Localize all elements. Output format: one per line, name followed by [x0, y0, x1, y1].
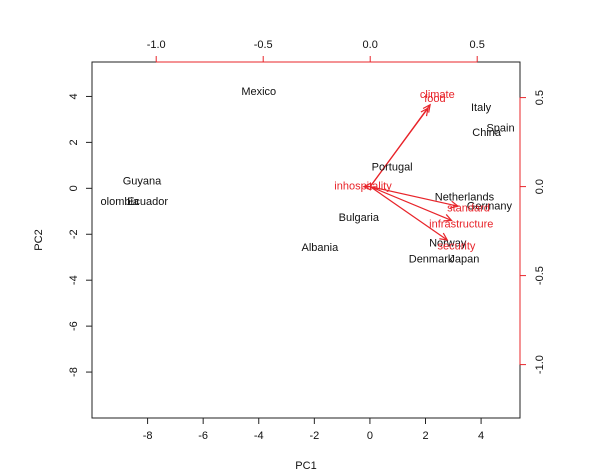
- right-axis: -1.0 -0.5 0.0 0.5: [519, 90, 546, 374]
- x-axis-title: PC1: [295, 460, 316, 472]
- observation-label: Guyana: [123, 175, 162, 187]
- right-tick-label: -0.5: [534, 266, 546, 285]
- right-tick-label: 0.5: [534, 90, 546, 105]
- right-tick-label: -1.0: [534, 355, 546, 374]
- y-tick-label: -6: [68, 321, 80, 331]
- observation-label: Bulgaria: [339, 212, 380, 224]
- loading-label: food: [424, 93, 445, 105]
- observation-label: Germany: [467, 201, 513, 213]
- x-tick-label: -4: [254, 430, 264, 442]
- top-tick-label: -0.5: [254, 39, 273, 51]
- loading-label: climate: [420, 89, 455, 101]
- x-tick-label: -8: [143, 430, 153, 442]
- y-tick-label: 0: [68, 185, 80, 191]
- x-tick-label: -2: [309, 430, 319, 442]
- x-tick-label: 2: [422, 430, 428, 442]
- x-tick-label: -6: [198, 430, 208, 442]
- left-axis: -8 -6 -4 -2 0 2 4: [68, 93, 93, 377]
- observation-label: Netherlands: [435, 191, 495, 203]
- loading-arrow-head: [362, 182, 372, 191]
- observation-label: China: [472, 127, 502, 139]
- observation-label: Norway: [429, 237, 467, 249]
- top-tick-label: -1.0: [147, 39, 166, 51]
- observation-label: Italy: [471, 102, 492, 114]
- loading-arrow-head: [439, 232, 449, 241]
- loading-label: security: [438, 240, 476, 252]
- observation-label: Denmark: [409, 253, 454, 265]
- top-axis: -1.0 -0.5 0.0 0.5: [147, 39, 485, 63]
- y-tick-label: -8: [68, 367, 80, 377]
- loading-label: infrastructure: [429, 218, 493, 230]
- observation-label: Mexico: [241, 86, 276, 98]
- observation-label: olombia: [101, 196, 140, 208]
- loading-arrow: [369, 186, 452, 221]
- loading-arrow-head: [443, 214, 453, 222]
- loading-arrow-head: [420, 107, 429, 117]
- observation-label: Spain: [486, 123, 514, 135]
- right-tick-label: 0.0: [534, 179, 546, 194]
- loading-label: inhospitality: [334, 181, 392, 193]
- loading-arrow: [369, 186, 448, 241]
- top-tick-label: 0.0: [363, 39, 378, 51]
- loading-label: standard: [447, 202, 490, 214]
- observation-label: Albania: [302, 242, 340, 254]
- x-tick-label: 0: [367, 430, 373, 442]
- y-axis-title: PC2: [33, 229, 45, 250]
- loading-arrows: [362, 103, 460, 241]
- x-tick-label: 4: [478, 430, 484, 442]
- y-tick-label: 4: [68, 93, 80, 99]
- top-tick-label: 0.5: [470, 39, 485, 51]
- y-tick-label: -2: [68, 229, 80, 239]
- loading-arrow-head: [450, 200, 460, 209]
- loading-arrow-head: [422, 103, 431, 113]
- observation-label: Japan: [449, 253, 479, 265]
- loading-arrow: [369, 107, 429, 187]
- y-tick-label: 2: [68, 139, 80, 145]
- observation-label: Ecuador: [127, 196, 168, 208]
- loading-arrow: [370, 186, 459, 207]
- observation-label: Portugal: [372, 162, 413, 174]
- y-tick-label: -4: [68, 275, 80, 285]
- bottom-axis: -8 -6 -4 -2 0 2 4: [143, 417, 484, 442]
